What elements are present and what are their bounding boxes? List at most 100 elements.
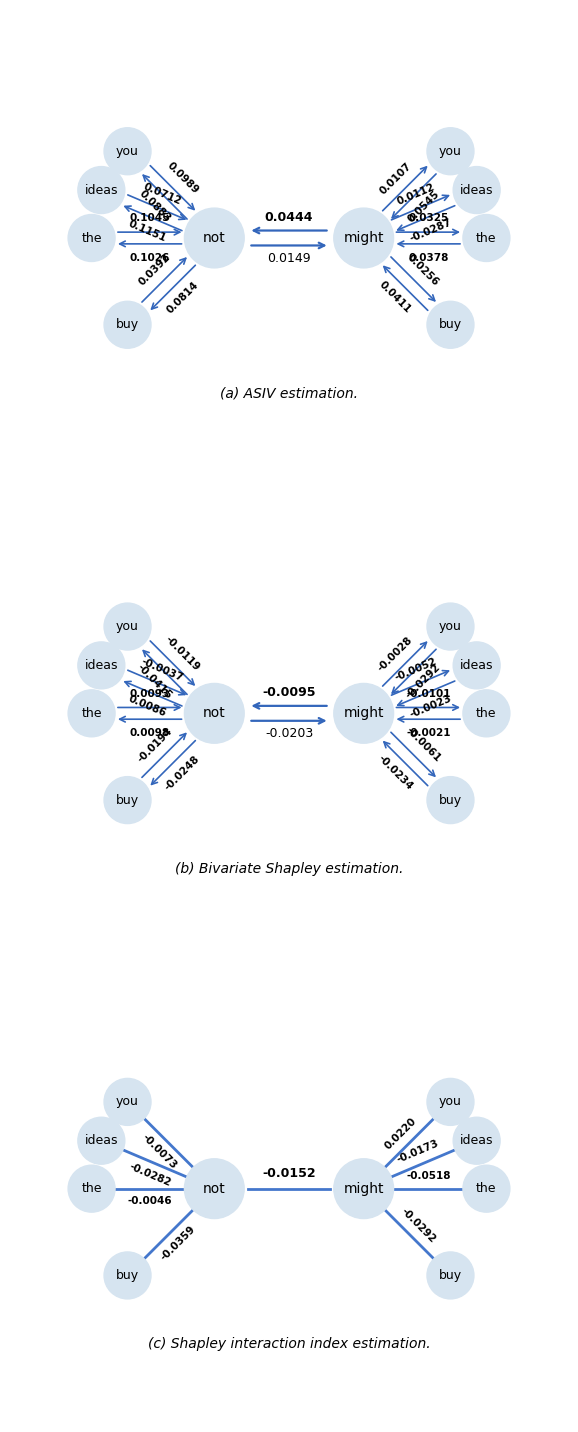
Circle shape (427, 127, 474, 175)
Circle shape (463, 690, 510, 737)
Text: -0.0052: -0.0052 (393, 657, 438, 683)
Text: ideas: ideas (460, 659, 494, 672)
Text: ideas: ideas (460, 1134, 494, 1147)
Circle shape (184, 208, 244, 268)
Text: 0.0220: 0.0220 (383, 1116, 418, 1151)
Text: -0.0173: -0.0173 (395, 1138, 440, 1166)
Text: the: the (476, 1183, 497, 1196)
Circle shape (463, 1166, 510, 1211)
Text: -0.0119: -0.0119 (164, 634, 202, 673)
Text: 0.0814: 0.0814 (165, 279, 201, 315)
Text: 0.0989: 0.0989 (165, 160, 201, 196)
Circle shape (68, 215, 115, 262)
Circle shape (427, 1252, 474, 1299)
Text: 0.0392: 0.0392 (137, 252, 172, 288)
Text: ideas: ideas (460, 183, 494, 196)
Text: 0.0378: 0.0378 (408, 252, 449, 262)
Circle shape (427, 776, 474, 823)
Text: 0.0107: 0.0107 (377, 160, 413, 196)
Circle shape (463, 215, 510, 262)
Text: -0.0194: -0.0194 (135, 726, 174, 765)
Text: the: the (476, 232, 497, 245)
Text: -0.0061: -0.0061 (404, 726, 443, 765)
Circle shape (104, 603, 151, 650)
Text: 0.1151: 0.1151 (127, 219, 168, 243)
Circle shape (68, 1166, 115, 1211)
Text: 0.0712: 0.0712 (142, 182, 183, 208)
Text: buy: buy (116, 318, 139, 331)
Text: not: not (203, 706, 225, 720)
Text: the: the (81, 707, 102, 720)
Circle shape (78, 166, 125, 213)
Text: might: might (343, 1181, 384, 1196)
Text: buy: buy (439, 793, 462, 806)
Circle shape (453, 166, 500, 213)
Text: -0.0101: -0.0101 (406, 689, 450, 699)
Text: 0.0149: 0.0149 (267, 252, 311, 265)
Text: ideas: ideas (84, 1134, 118, 1147)
Circle shape (427, 603, 474, 650)
Text: 0.0325: 0.0325 (408, 213, 449, 223)
Text: -0.0282: -0.0282 (127, 1161, 172, 1189)
Text: -0.0287: -0.0287 (408, 218, 453, 245)
Text: not: not (203, 231, 225, 245)
Text: 0.0883: 0.0883 (137, 189, 172, 223)
Text: (c) Shapley interaction index estimation.: (c) Shapley interaction index estimation… (148, 1337, 430, 1350)
Text: might: might (343, 706, 384, 720)
Text: you: you (439, 1095, 462, 1108)
Circle shape (427, 1078, 474, 1126)
Circle shape (104, 301, 151, 348)
Text: buy: buy (116, 793, 139, 806)
Text: -0.0152: -0.0152 (262, 1167, 316, 1180)
Circle shape (427, 301, 474, 348)
Text: -0.0292: -0.0292 (404, 663, 443, 700)
Text: -0.0046: -0.0046 (127, 1197, 172, 1207)
Text: 0.0256: 0.0256 (406, 252, 441, 288)
Text: -0.0028: -0.0028 (376, 634, 414, 673)
Text: buy: buy (439, 318, 462, 331)
Circle shape (104, 776, 151, 823)
Text: 0.0086: 0.0086 (127, 695, 168, 719)
Text: not: not (203, 1181, 225, 1196)
Text: you: you (439, 620, 462, 633)
Circle shape (453, 642, 500, 689)
Text: buy: buy (116, 1269, 139, 1282)
Text: -0.0292: -0.0292 (399, 1206, 438, 1244)
Circle shape (334, 1158, 394, 1219)
Text: -0.0248: -0.0248 (164, 753, 202, 792)
Circle shape (184, 1158, 244, 1219)
Text: you: you (439, 145, 462, 158)
Text: -0.0095: -0.0095 (262, 686, 316, 699)
Text: -0.0518: -0.0518 (406, 1171, 450, 1181)
Text: -0.0023: -0.0023 (409, 693, 453, 719)
Text: the: the (81, 1183, 102, 1196)
Circle shape (334, 683, 394, 743)
Text: 0.0411: 0.0411 (377, 279, 413, 315)
Text: buy: buy (439, 1269, 462, 1282)
Text: -0.0073: -0.0073 (140, 1133, 179, 1171)
Circle shape (78, 642, 125, 689)
Text: 0.0444: 0.0444 (265, 211, 313, 225)
Text: ideas: ideas (84, 659, 118, 672)
Text: (b) Bivariate Shapley estimation.: (b) Bivariate Shapley estimation. (175, 862, 403, 875)
Text: -0.0037: -0.0037 (140, 657, 185, 683)
Text: 0.1026: 0.1026 (129, 252, 170, 262)
Circle shape (104, 1252, 151, 1299)
Text: might: might (343, 231, 384, 245)
Text: 0.1045: 0.1045 (129, 213, 170, 223)
Text: 0.0093: 0.0093 (129, 689, 170, 699)
Text: the: the (81, 232, 102, 245)
Text: 0.0545: 0.0545 (406, 189, 441, 225)
Text: you: you (116, 1095, 139, 1108)
Circle shape (104, 127, 151, 175)
Text: the: the (476, 707, 497, 720)
Text: -0.0415: -0.0415 (135, 663, 174, 700)
Text: ideas: ideas (84, 183, 118, 196)
Text: 0.0098: 0.0098 (129, 727, 170, 737)
Text: you: you (116, 145, 139, 158)
Text: 0.0112: 0.0112 (395, 182, 436, 208)
Circle shape (68, 690, 115, 737)
Circle shape (334, 208, 394, 268)
Text: -0.0203: -0.0203 (265, 727, 313, 740)
Text: -0.0359: -0.0359 (158, 1224, 197, 1263)
